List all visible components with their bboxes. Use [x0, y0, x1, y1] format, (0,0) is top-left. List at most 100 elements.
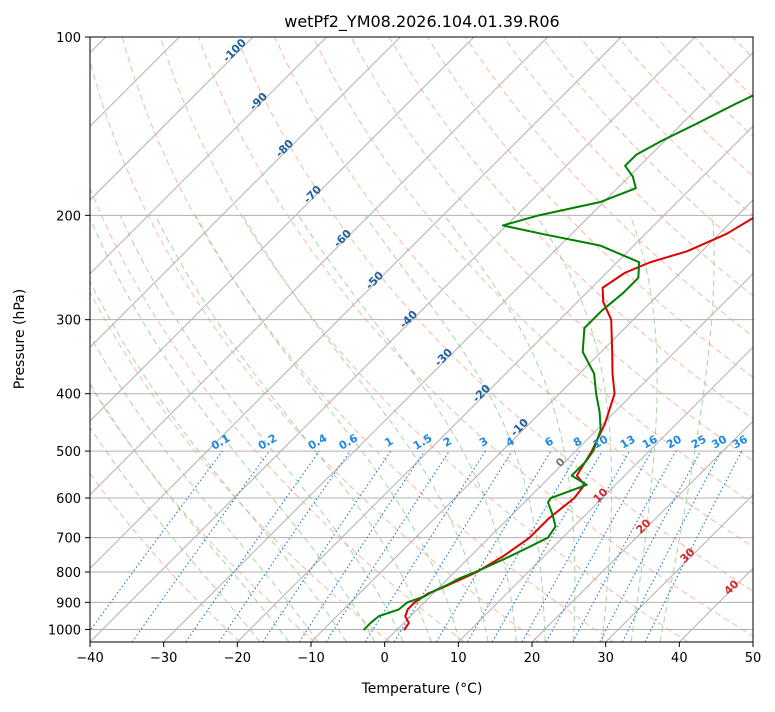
- isotherm-label: -70: [301, 183, 324, 206]
- y-tick-label: 200: [56, 209, 81, 224]
- y-tick-label: 400: [56, 388, 81, 403]
- mixing-ratio-label: 25: [689, 433, 709, 452]
- isotherm-line: [531, 420, 753, 642]
- y-tick-label: 1000: [48, 623, 81, 638]
- x-tick-label: 0: [381, 651, 389, 666]
- mixing-ratio-label: 0.4: [306, 431, 330, 452]
- dry-adiabat-line: [90, 291, 390, 642]
- isotherm-line: [90, 37, 696, 642]
- mixing-ratio-line: [467, 450, 580, 642]
- x-tick-label: 40: [671, 651, 688, 666]
- moist-adiabat-line: [195, 215, 461, 642]
- dry-adiabat-line: [771, 37, 775, 642]
- isotherm-label: -40: [397, 308, 420, 331]
- mixing-ratio-line: [185, 450, 320, 642]
- moist-adiabat-label: 30: [678, 545, 698, 565]
- isotherm-line: [384, 272, 753, 642]
- moist-adiabat-line: [629, 215, 658, 642]
- x-tick-label: −30: [150, 651, 177, 666]
- mixing-ratio-line: [218, 450, 351, 642]
- dry-adiabat-line: [732, 37, 753, 59]
- y-tick-label: 700: [56, 532, 81, 547]
- mixing-ratio-label: 20: [664, 432, 684, 451]
- mixing-ratio-label: 36: [730, 432, 750, 451]
- dry-adiabat-line: [655, 37, 753, 138]
- mixing-ratio-line: [572, 450, 677, 642]
- dry-adiabat-line: [90, 384, 316, 642]
- chart-title: wetPf2_YM08.2026.104.01.39.R06: [284, 12, 559, 32]
- y-tick-label: 900: [56, 596, 81, 611]
- x-tick-label: −20: [224, 651, 251, 666]
- moist-adiabat-line: [90, 382, 290, 642]
- dewpoint-profile: [363, 94, 753, 631]
- isotherm-label: -100: [220, 36, 249, 65]
- moist-adiabat-line: [90, 426, 261, 642]
- x-tick-label: 30: [597, 651, 614, 666]
- moist-adiabat-line: [119, 215, 404, 642]
- x-tick-label: −40: [76, 651, 103, 666]
- mixing-ratio-line: [393, 450, 513, 642]
- dry-adiabat-line: [121, 37, 614, 642]
- dry-adiabat-line: [312, 37, 753, 505]
- x-tick-label: −10: [297, 651, 324, 666]
- isotherm-line: [90, 37, 622, 570]
- isotherm-label: -60: [331, 227, 354, 250]
- moist-adiabat-line: [154, 215, 432, 642]
- moist-adiabat-label: 20: [634, 516, 654, 536]
- mixing-ratio-label: 0.1: [209, 432, 232, 453]
- mixing-ratio-line: [90, 450, 223, 632]
- isotherm-line: [90, 37, 254, 201]
- dry-adiabat-line: [159, 37, 689, 642]
- mixing-ratio-label: 8: [571, 435, 584, 450]
- moist-adiabat-line: [364, 215, 546, 642]
- dry-adiabat-line: [350, 37, 753, 462]
- moist-adiabat-line: [535, 215, 613, 642]
- moist-adiabat-label: 40: [722, 577, 742, 597]
- moist-adiabat-line: [90, 334, 319, 642]
- dry-adiabat-line: [274, 37, 753, 548]
- mixing-ratio-label: 16: [640, 432, 660, 451]
- isotherm-line: [90, 37, 328, 275]
- mixing-ratio-label: 13: [618, 433, 638, 452]
- mixing-ratio-label: 6: [543, 434, 556, 449]
- isotherm-line: [457, 346, 753, 642]
- dry-adiabat-line: [617, 37, 753, 177]
- y-axis-label: Pressure (hPa): [12, 289, 28, 389]
- mixing-ratio-line: [435, 450, 552, 642]
- moist-adiabat-line: [242, 215, 489, 642]
- mixing-ratio-label: 30: [709, 432, 729, 451]
- mixing-ratio-line: [131, 450, 270, 642]
- isotherm-label: -80: [273, 137, 296, 160]
- dry-adiabat-line: [388, 37, 753, 420]
- mixing-ratio-line: [364, 450, 486, 642]
- mixing-ratio-label: 2: [441, 435, 454, 450]
- mixing-ratio-line: [599, 450, 702, 642]
- moist-adiabat-line: [297, 215, 517, 642]
- isotherm-line: [163, 51, 753, 642]
- dry-adiabat-line: [694, 37, 753, 98]
- dry-adiabat-line: [90, 472, 241, 642]
- mixing-ratio-line: [325, 450, 450, 642]
- dry-adiabat-line: [236, 37, 753, 592]
- isotherm-label: -90: [247, 90, 270, 113]
- dry-adiabat-line: [541, 37, 753, 257]
- isotherm-label: -50: [363, 269, 386, 292]
- mixing-ratio-line: [545, 450, 653, 642]
- isotherm-line: [752, 641, 753, 642]
- x-tick-label: 50: [745, 651, 762, 666]
- moist-adiabat-line: [444, 215, 576, 642]
- x-tick-label: 10: [450, 651, 467, 666]
- y-tick-label: 300: [56, 314, 81, 329]
- dry-adiabat-line: [426, 37, 753, 378]
- y-tick-label: 500: [56, 445, 81, 460]
- isotherm-line: [90, 37, 475, 422]
- isotherm-label: -20: [470, 382, 493, 405]
- y-tick-label: 800: [56, 566, 81, 581]
- mixing-ratio-label: 3: [477, 435, 490, 450]
- moist-adiabat-line: [90, 216, 376, 642]
- moist-adiabat-line: [90, 280, 347, 642]
- y-tick-label: 600: [56, 492, 81, 507]
- moist-adiabat-line: [659, 215, 715, 642]
